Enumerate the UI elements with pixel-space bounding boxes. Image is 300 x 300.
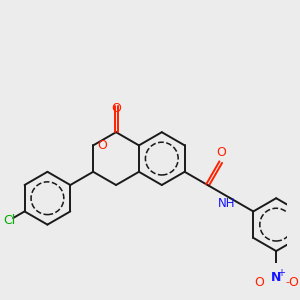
- Text: +: +: [277, 268, 285, 278]
- Text: Cl: Cl: [3, 214, 15, 227]
- Text: O: O: [288, 276, 298, 290]
- Text: O: O: [111, 102, 121, 116]
- Text: O: O: [254, 276, 264, 290]
- Text: -: -: [286, 277, 290, 287]
- Text: NH: NH: [218, 196, 235, 210]
- Text: O: O: [97, 139, 107, 152]
- Text: O: O: [216, 146, 226, 159]
- Text: N: N: [271, 271, 281, 284]
